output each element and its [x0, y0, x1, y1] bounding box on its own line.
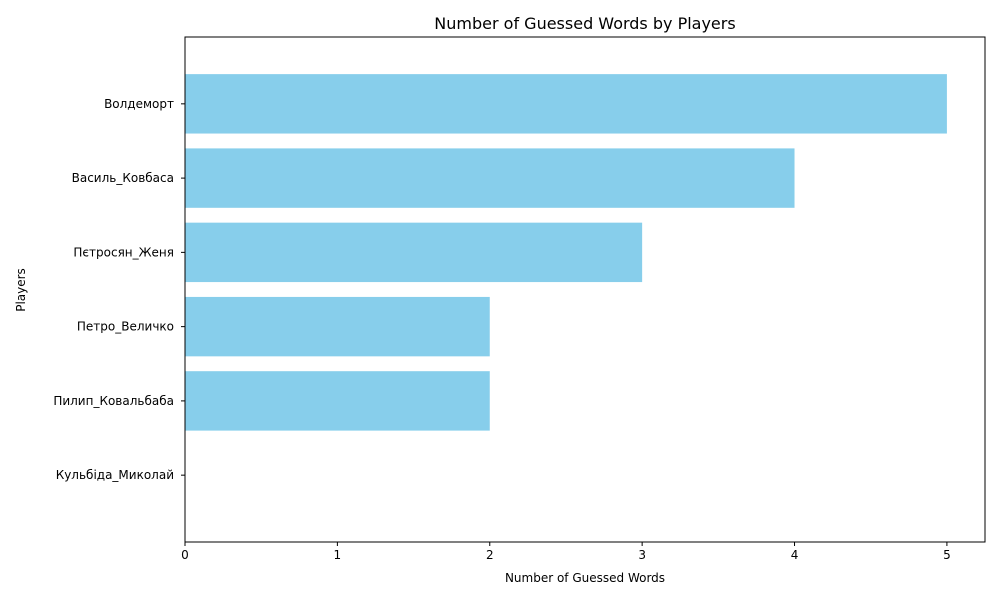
- y-axis-ticks: Кульбіда_Миколай Пилип_Ковальбаба Петро_Ве…: [53, 97, 185, 482]
- x-tick-label: 2: [486, 548, 494, 562]
- x-tick-label: 0: [181, 548, 189, 562]
- bar: [185, 296, 490, 357]
- y-tick-label: Кульбіда_Миколай: [56, 468, 174, 482]
- chart-title: Number of Guessed Words by Players: [434, 14, 735, 33]
- x-tick-label: 3: [638, 548, 646, 562]
- plot-frame: [184, 36, 986, 543]
- y-tick-label: Пилип_Ковальбаба: [53, 394, 174, 408]
- y-tick-label: Волдеморт: [104, 97, 174, 111]
- y-tick-label: Василь_Ковбаса: [72, 171, 174, 185]
- x-tick-label: 1: [334, 548, 342, 562]
- y-axis-label: Players: [14, 268, 28, 312]
- bar: [185, 74, 947, 134]
- y-tick-label: Петро_Величко: [77, 320, 174, 334]
- x-tick-label: 5: [943, 548, 951, 562]
- bar: [185, 222, 643, 283]
- bar: [185, 148, 795, 208]
- x-axis-label: Number of Guessed Words: [505, 571, 665, 585]
- x-axis-ticks: 0 1 2 3 4 5: [181, 542, 951, 562]
- bar: [185, 371, 490, 431]
- x-tick-label: 4: [791, 548, 799, 562]
- y-tick-label: Пєтросян_Женя: [73, 245, 174, 259]
- bars-group: [185, 74, 947, 431]
